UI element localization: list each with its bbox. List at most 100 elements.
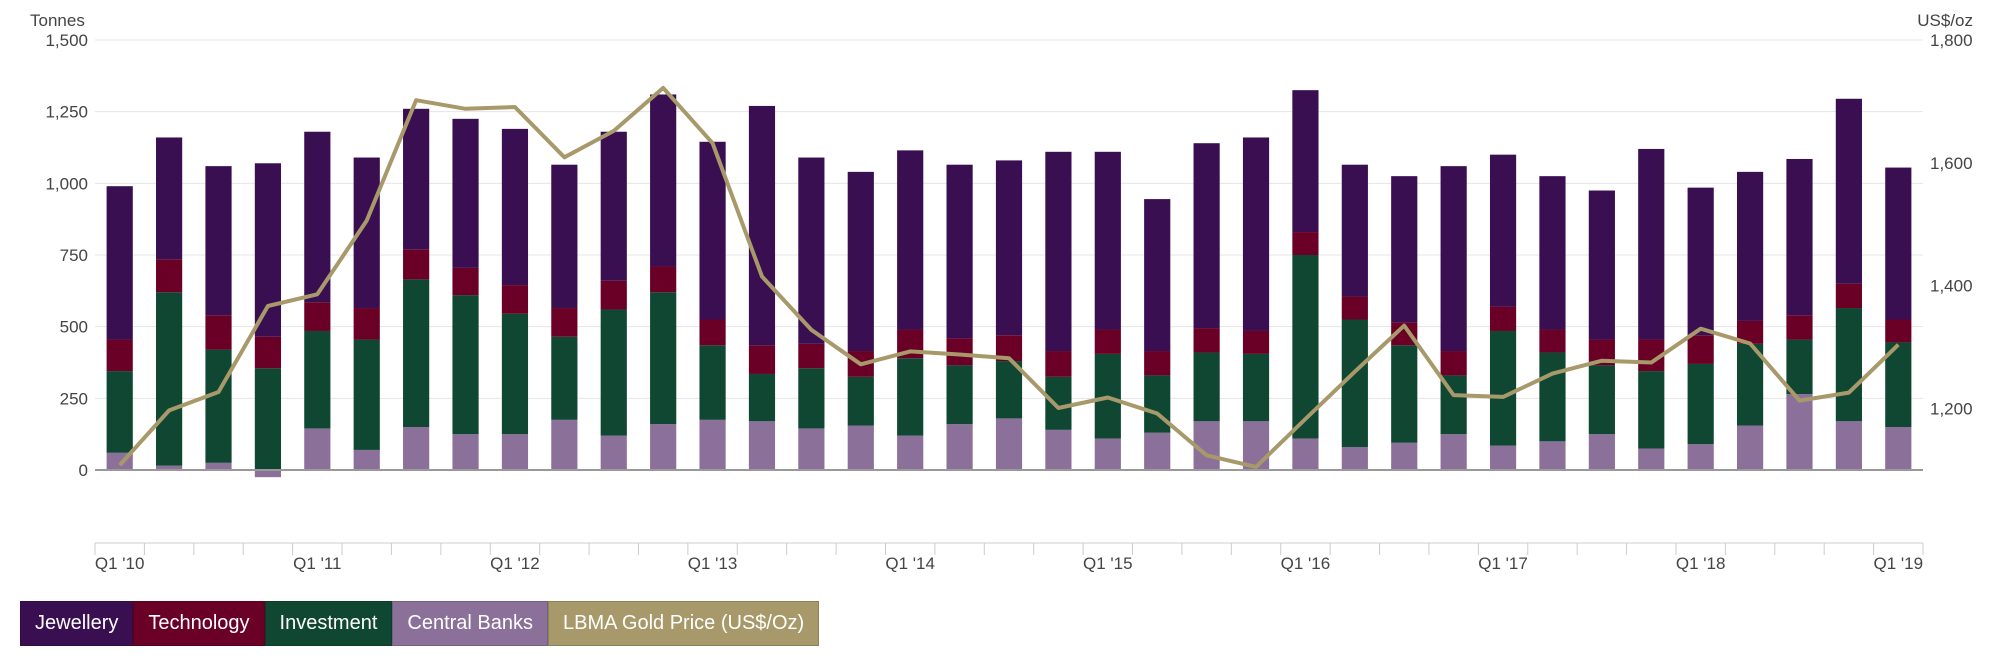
bar-jewellery (1489, 154, 1517, 307)
legend-item-jewellery[interactable]: Jewellery (20, 601, 134, 646)
bar-jewellery (1687, 187, 1714, 336)
bar-jewellery (551, 164, 578, 309)
bar-central-banks (1341, 447, 1368, 470)
bar-investment (1885, 342, 1912, 427)
bar-jewellery (1242, 137, 1270, 331)
bar-investment (304, 330, 331, 429)
x-tick-label: Q1 '11 (293, 554, 341, 573)
bar-investment (847, 376, 874, 426)
bar-technology (353, 308, 380, 340)
stacked-bar-line-chart: Tonnes US$/oz 02505007501,0001,2501,500 … (30, 11, 1973, 573)
bar-jewellery (452, 118, 479, 268)
bar-technology (1341, 296, 1368, 320)
x-tick-label: Q1 '17 (1478, 554, 1528, 573)
bar-jewellery (156, 137, 183, 260)
bar-jewellery (748, 105, 776, 346)
bar-investment (1687, 363, 1714, 445)
bar-investment (501, 313, 529, 435)
bar-investment (1341, 319, 1368, 448)
bar-jewellery (1045, 151, 1072, 352)
y-right-tick-label: 1,800 (1930, 31, 1973, 50)
legend: Jewellery Technology Investment Central … (20, 601, 820, 646)
bar-central-banks (1489, 445, 1517, 470)
bar-central-banks (1292, 438, 1319, 470)
bar-investment (650, 292, 677, 425)
bar-technology (551, 308, 578, 337)
bar-central-banks (1588, 434, 1615, 470)
bar-central-banks (353, 449, 380, 470)
bar-technology (1539, 329, 1566, 353)
bar-investment (995, 361, 1023, 419)
bar-investment (1144, 375, 1171, 433)
y-left-tick-label: 1,500 (45, 31, 88, 50)
bar-investment (1193, 352, 1220, 422)
x-tick-label: Q1 '16 (1281, 554, 1331, 573)
bar-jewellery (501, 128, 529, 286)
bar-technology (254, 336, 282, 369)
bar-jewellery (1885, 167, 1912, 320)
gold-price-line (118, 85, 1900, 469)
y-right-axis: 1,200 1,400 1,600 1,800 (1930, 31, 1973, 419)
bar-central-banks (156, 465, 183, 470)
bar-technology (1885, 319, 1912, 343)
legend-item-investment[interactable]: Investment (264, 601, 393, 646)
bar-jewellery (1588, 190, 1615, 340)
y-right-axis-label: US$/oz (1917, 11, 1973, 30)
bar-central-banks (1638, 448, 1665, 470)
gold-price-polyline (118, 85, 1900, 469)
y-right-tick-label: 1,400 (1930, 277, 1973, 296)
bar-central-banks (304, 428, 331, 470)
bar-investment (1045, 376, 1072, 430)
bar-technology (1489, 306, 1517, 331)
bar-jewellery (995, 160, 1023, 336)
bar-technology (699, 319, 726, 346)
bar-central-banks (1835, 421, 1862, 470)
y-left-tick-label: 0 (79, 461, 88, 480)
legend-label: Jewellery (35, 612, 119, 634)
bar-central-banks (1144, 432, 1171, 470)
bar-central-banks (205, 462, 232, 470)
bar-technology (1094, 329, 1121, 354)
bar-investment (946, 365, 973, 425)
bar-central-banks (452, 434, 479, 470)
x-tick-label: Q1 '12 (490, 554, 540, 573)
bar-central-banks (946, 424, 973, 470)
x-tick-label: Q1 '14 (885, 554, 935, 573)
bar-technology (1242, 330, 1270, 354)
bar-jewellery (1835, 98, 1862, 284)
bar-jewellery (1144, 199, 1171, 352)
bar-investment (600, 309, 627, 436)
x-axis: Q1 '10 Q1 '11 Q1 '12 Q1 '13 Q1 '14 Q1 '15 Q1 '… (94, 542, 1924, 573)
bar-investment (1242, 353, 1270, 422)
bar-technology (156, 259, 183, 293)
bar-central-banks (1094, 438, 1121, 470)
bar-central-banks (699, 419, 726, 470)
bar-central-banks (1391, 442, 1418, 470)
bar-jewellery (1193, 143, 1220, 329)
bar-technology (1786, 315, 1813, 340)
bar-jewellery (650, 94, 677, 267)
bar-technology (1391, 322, 1418, 346)
bar-central-banks (254, 470, 282, 478)
bar-jewellery (1786, 158, 1813, 316)
bar-central-banks (798, 428, 825, 470)
bar-jewellery (205, 166, 232, 316)
legend-label: LBMA Gold Price (US$/Oz) (563, 612, 805, 634)
bar-jewellery (1094, 151, 1121, 330)
bar-jewellery (1341, 164, 1368, 297)
bar-central-banks (1045, 429, 1072, 470)
bar-central-banks (501, 434, 529, 470)
bar-technology (946, 338, 973, 366)
bar-jewellery (1440, 166, 1467, 352)
legend-item-gold-price[interactable]: LBMA Gold Price (US$/Oz) (548, 601, 820, 646)
legend-item-central-banks[interactable]: Central Banks (392, 601, 548, 646)
bar-jewellery (1638, 148, 1665, 340)
bar-jewellery (946, 164, 973, 339)
y-left-tick-label: 750 (60, 246, 88, 265)
bar-jewellery (1736, 171, 1764, 321)
bar-technology (452, 267, 479, 296)
y-left-axis: 0 250 500 750 1,000 1,250 1,500 (45, 31, 88, 480)
legend-item-technology[interactable]: Technology (133, 601, 265, 646)
bar-investment (1736, 343, 1764, 426)
bar-investment (1588, 365, 1615, 435)
